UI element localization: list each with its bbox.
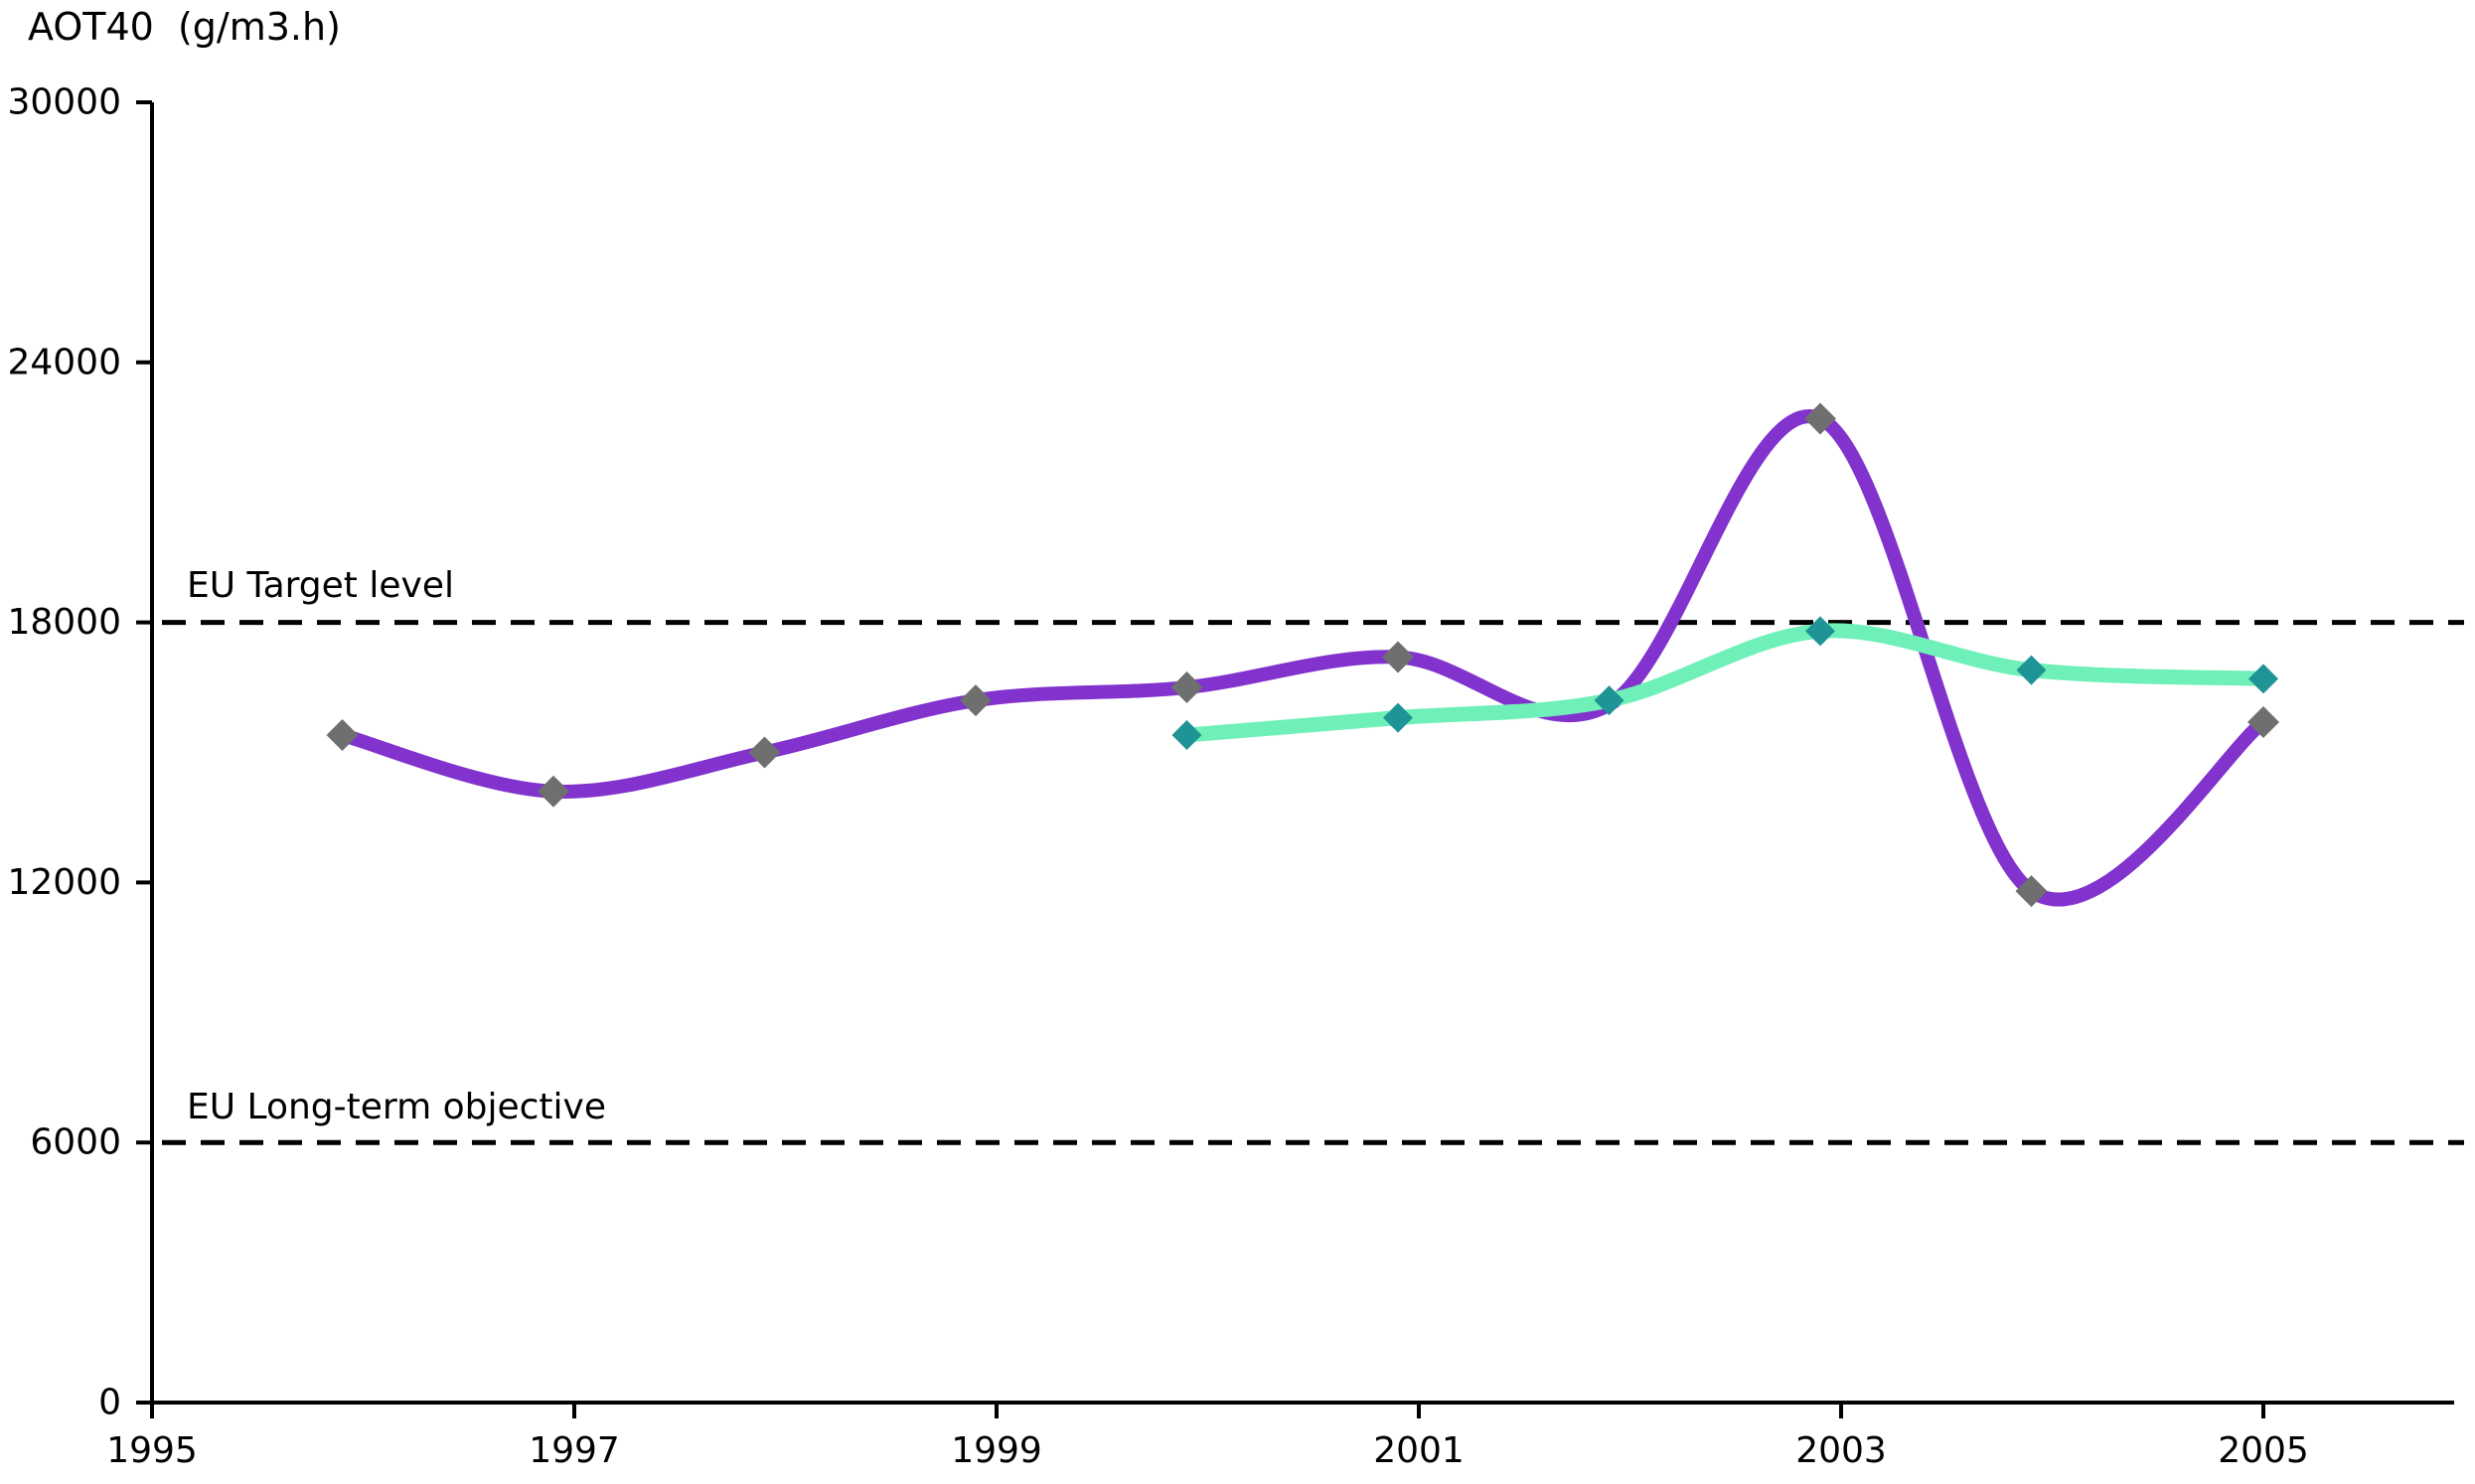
x-axis-tick-label: 2001 (1373, 1430, 1465, 1471)
y-axis-tick-label: 18000 (7, 602, 121, 643)
green-series-marker (1594, 685, 1624, 716)
x-axis-tick-label: 1999 (951, 1430, 1042, 1471)
purple-series-marker (326, 719, 359, 752)
purple-series-marker (2247, 705, 2279, 738)
purple-series-marker (960, 684, 992, 717)
plot-area: 0 6000 12000 18000 24000 30000 1995 1997 1999 200… (7, 82, 2464, 1471)
purple-series-marker (748, 736, 781, 769)
green-series-marker (1171, 720, 1202, 751)
eu-target-level-label: EU Target level (187, 565, 454, 606)
green-series-marker (1805, 616, 1835, 647)
y-axis-tick-label: 24000 (7, 342, 121, 382)
y-axis-tick-label: 30000 (7, 82, 121, 123)
x-axis-tick-label: 1997 (529, 1430, 620, 1471)
x-axis-tick-label: 1995 (106, 1430, 198, 1471)
eu-long-term-objective-label: EU Long-term objective (187, 1087, 606, 1127)
chart-title: AOT40 (g/m3.h) (28, 5, 341, 49)
x-axis-tick-label: 2003 (1795, 1430, 1887, 1471)
green-series-marker (1383, 702, 1413, 733)
purple-series-marker (1382, 641, 1414, 673)
purple-series-marker (1170, 671, 1203, 704)
purple-series-line (335, 409, 2270, 907)
purple-series-marker (1804, 402, 1836, 435)
green-series-marker (2248, 664, 2278, 694)
green-series-line (1179, 623, 2271, 743)
purple-series-marker (2015, 875, 2048, 908)
y-axis-tick-label: 12000 (7, 862, 121, 903)
x-axis-tick-label: 2005 (2218, 1430, 2309, 1471)
y-axis-tick-label: 0 (98, 1383, 121, 1423)
purple-series-marker (538, 775, 569, 808)
green-series-marker (2016, 655, 2047, 685)
y-axis-tick-label: 6000 (30, 1122, 121, 1163)
